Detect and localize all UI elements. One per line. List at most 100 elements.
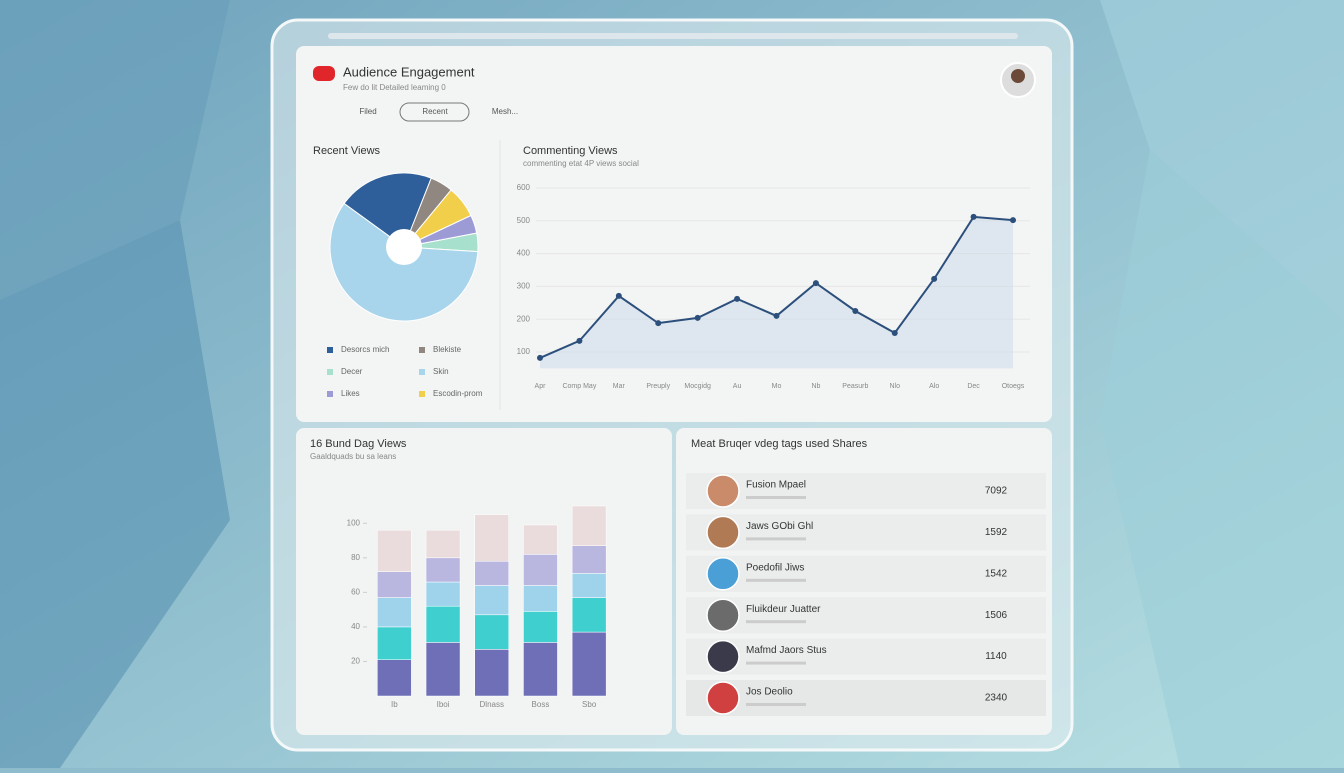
x-tick-label: Boss	[532, 700, 550, 709]
bg-shape	[1100, 150, 1344, 768]
bg-shape	[0, 0, 230, 300]
legend-swatch	[327, 391, 333, 397]
row-value: 1592	[985, 527, 1008, 538]
row-value: 1506	[985, 610, 1008, 621]
row-name: Fusion Mpael	[746, 480, 806, 491]
row-value: 1140	[985, 651, 1007, 662]
legend-label: Escodin-prom	[433, 389, 483, 398]
pie-title: Recent Views	[313, 145, 381, 157]
bar-segment	[377, 626, 412, 660]
line-point	[615, 292, 622, 299]
bar-segment	[425, 642, 461, 697]
line-point	[537, 354, 543, 361]
bar-segment	[377, 571, 412, 598]
bar-segment	[571, 573, 607, 598]
x-tick-label: Ib	[391, 700, 398, 709]
x-tick-label: Alo	[929, 383, 939, 390]
y-tick-label: 500	[517, 216, 531, 225]
row-value: 2340	[985, 693, 1008, 704]
row-subline	[746, 537, 806, 541]
row-subline	[746, 620, 806, 624]
tab-active[interactable]	[399, 102, 470, 122]
tab[interactable]: Filed	[359, 107, 376, 116]
y-tick-label: 200	[517, 314, 531, 323]
bg-shape	[1100, 0, 1344, 320]
line-point	[734, 295, 741, 302]
y-tick-label: 300	[517, 282, 531, 291]
bar-segment	[425, 605, 461, 643]
table-row[interactable]	[686, 514, 1046, 551]
avatar-head	[1011, 69, 1025, 83]
x-tick-label: Au	[733, 383, 742, 390]
legend-label: Decer	[341, 367, 363, 376]
bar-segment	[425, 581, 461, 607]
row-subline	[746, 578, 806, 582]
bar-segment	[377, 529, 412, 572]
table-row[interactable]	[686, 597, 1046, 634]
line-point	[891, 329, 898, 336]
x-tick-label: Otoegs	[1002, 383, 1025, 390]
row-name: Fluikdeur Juatter	[746, 604, 821, 615]
bar-segment	[474, 585, 509, 616]
app-subtitle: Few do lit Detailed leaming 0	[343, 83, 446, 92]
bar-segment	[571, 505, 607, 546]
legend-label: Desorcs mich	[341, 345, 389, 354]
row-name: Jaws GObi Ghl	[746, 521, 813, 532]
row-avatar	[706, 681, 740, 715]
pie-hole	[386, 229, 422, 265]
row-avatar	[706, 474, 740, 508]
line-point	[1010, 217, 1016, 224]
line-area	[540, 216, 1013, 369]
bar-segment	[523, 642, 558, 697]
tab[interactable]: Mesh...	[492, 107, 518, 116]
legend-swatch	[419, 391, 425, 397]
x-tick-label: Nb	[811, 383, 820, 390]
tab[interactable]: Recent	[422, 107, 448, 116]
bar-title: 16 Bund Dag Views	[310, 438, 407, 450]
logo	[313, 66, 335, 81]
row-subline	[746, 703, 806, 706]
y-tick-label: 400	[517, 249, 531, 258]
table-row[interactable]	[686, 638, 1046, 675]
bar-segment	[377, 597, 412, 628]
bar-segment	[474, 649, 509, 697]
bar-segment	[571, 597, 607, 633]
line-point	[931, 275, 938, 282]
row-value: 7092	[985, 486, 1008, 497]
row-name: Poedofil Jiws	[746, 562, 804, 573]
row-subline	[746, 661, 806, 665]
x-tick-label: Nlo	[889, 383, 900, 390]
table-row[interactable]	[686, 473, 1046, 509]
pie-slice	[343, 172, 432, 248]
legend-swatch	[327, 347, 333, 353]
y-tick-label: 60	[351, 587, 360, 596]
legend-swatch	[327, 369, 333, 375]
row-subline	[746, 496, 806, 499]
legend-label: Likes	[341, 389, 360, 398]
x-tick-label: Mo	[772, 383, 782, 390]
y-tick-label: 600	[517, 183, 531, 192]
x-tick-label: Apr	[535, 383, 547, 390]
line-subtitle: commenting etat 4P views social	[523, 159, 639, 168]
line-point	[576, 337, 583, 344]
bar-segment	[571, 631, 607, 697]
table-row[interactable]	[686, 680, 1046, 716]
y-tick-label: 80	[351, 553, 360, 562]
x-tick-label: Comp May	[562, 383, 596, 390]
y-tick-label: 20	[351, 657, 360, 666]
row-name: Jos Deolio	[746, 687, 793, 698]
bar-subtitle: Gaaldquads bu sa leans	[310, 452, 396, 461]
legend-swatch	[419, 369, 425, 375]
y-tick-label: 40	[351, 622, 360, 631]
y-tick-label: 100	[347, 518, 361, 527]
line-point	[852, 308, 859, 314]
x-tick-label: Sbo	[582, 700, 597, 709]
line-point	[655, 320, 662, 327]
bar-segment	[523, 611, 558, 643]
legend-swatch	[419, 347, 425, 353]
bar-segment	[425, 557, 461, 583]
row-avatar	[706, 639, 740, 674]
table-row[interactable]	[686, 555, 1046, 592]
